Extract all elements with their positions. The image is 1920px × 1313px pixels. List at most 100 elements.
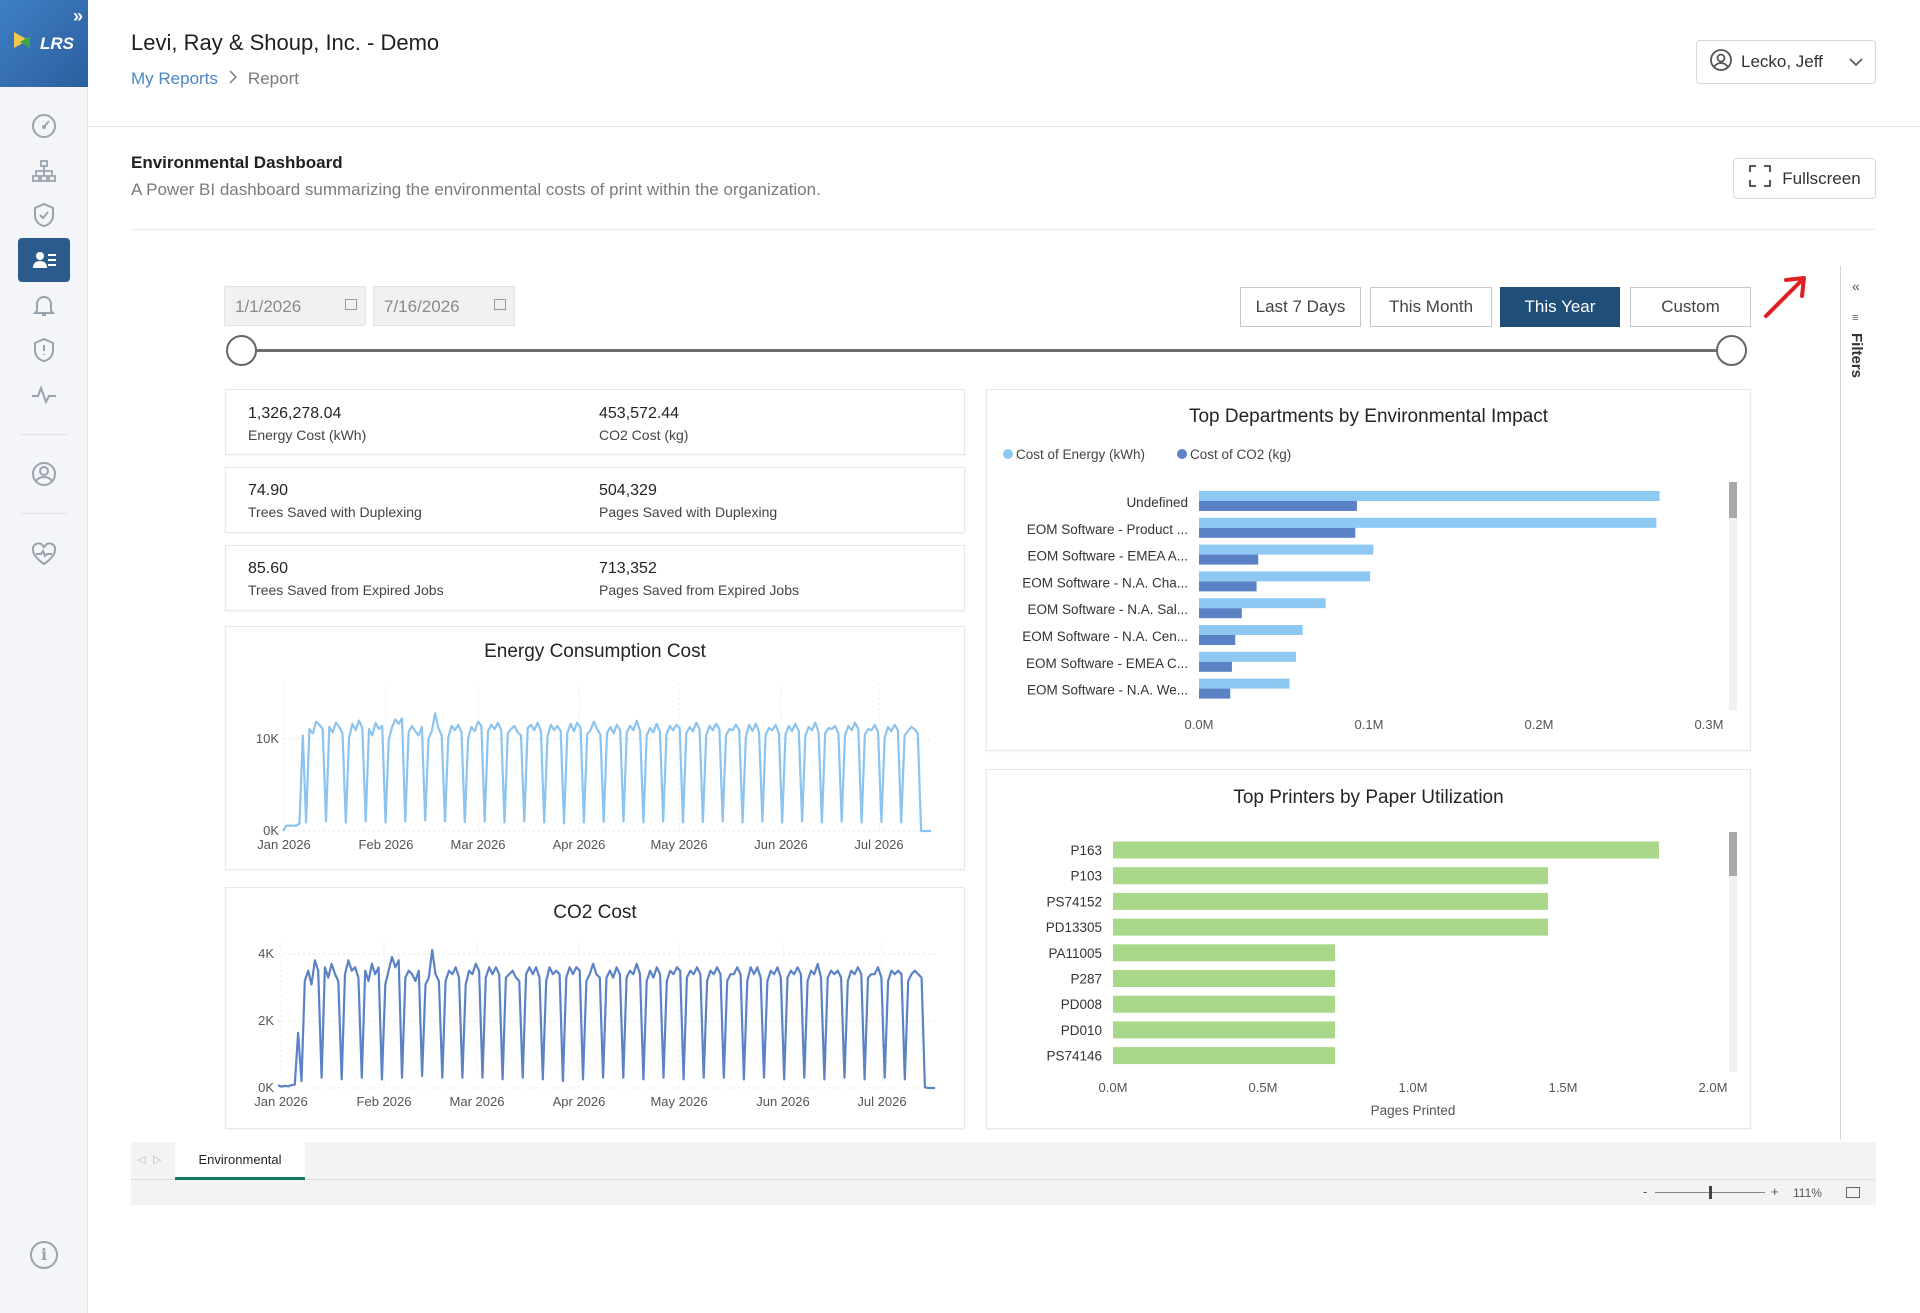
start-date-value: 1/1/2026 — [235, 297, 302, 316]
calendar-icon[interactable] — [345, 299, 357, 310]
status-bar: - + 111% — [131, 1180, 1876, 1205]
filters-pane-label[interactable]: Filters — [1848, 333, 1865, 379]
date-range-end-handle[interactable] — [1716, 335, 1747, 366]
bar — [1199, 544, 1374, 555]
y-tick-label: 4K — [258, 946, 274, 961]
zoom-in-button[interactable]: + — [1771, 1184, 1779, 1199]
bar — [1199, 625, 1303, 635]
breadcrumb: My Reports Report — [131, 69, 299, 89]
top-departments-chart-card[interactable]: Top Departments by Environmental Impact … — [986, 389, 1751, 751]
kpi-value: 713,352 — [599, 560, 657, 577]
user-menu-button[interactable]: Lecko, Jeff — [1696, 40, 1876, 84]
zoom-percent: 111% — [1793, 1186, 1822, 1200]
date-range-start-handle[interactable] — [226, 335, 257, 366]
departments-bar-chart: Cost of Energy (kWh) Cost of CO2 (kg) 0.0M… — [1003, 447, 1723, 732]
tab-next-icon[interactable]: ▷ — [153, 1154, 162, 1166]
legend-label: Cost of CO2 (kg) — [1190, 447, 1291, 462]
bar — [1199, 678, 1290, 689]
top-printers-chart-card[interactable]: Top Printers by Paper Utilization 0.0M 0.… — [986, 769, 1751, 1129]
shield-check-icon[interactable] — [24, 197, 64, 233]
x-tick-label: 0.1M — [1355, 717, 1384, 732]
expand-sidebar-icon[interactable]: » — [72, 6, 83, 26]
y-tick-label: 0K — [258, 1080, 274, 1095]
x-tick-label: Feb 2026 — [359, 837, 414, 852]
start-date-input[interactable]: 1/1/2026 — [224, 286, 366, 326]
kpi-value: 504,329 — [599, 482, 657, 499]
tab-environmental[interactable]: Environmental — [175, 1142, 305, 1180]
end-date-value: 7/16/2026 — [384, 297, 460, 316]
bar — [1113, 970, 1335, 987]
co2-cost-chart-card[interactable]: CO2 Cost 4K 2K 0K Jan 2026 Feb 2026 Mar 2026 A… — [225, 887, 965, 1129]
activity-icon[interactable] — [24, 377, 64, 413]
shield-alert-icon[interactable] — [24, 332, 64, 368]
organization-title: Levi, Ray & Shoup, Inc. - Demo — [131, 30, 440, 55]
fullscreen-button[interactable]: Fullscreen — [1733, 158, 1876, 199]
chart-scrollbar-thumb[interactable] — [1729, 482, 1737, 518]
x-tick-label: Jul 2026 — [854, 837, 903, 852]
info-icon[interactable]: i — [30, 1241, 58, 1269]
zoom-slider-handle[interactable] — [1709, 1186, 1712, 1199]
x-axis-label: Pages Printed — [1371, 1103, 1456, 1118]
y-tick-label: 0K — [263, 823, 279, 838]
chart-scrollbar[interactable] — [1729, 482, 1737, 710]
range-last-7-days-button[interactable]: Last 7 Days — [1240, 287, 1361, 327]
category-label: EOM Software - N.A. Sal... — [1027, 602, 1188, 617]
x-tick-label: Jan 2026 — [257, 837, 311, 852]
category-label: EOM Software - Product ... — [1027, 522, 1188, 537]
top-bar: Levi, Ray & Shoup, Inc. - Demo My Report… — [88, 0, 1920, 127]
x-tick-label: 1.5M — [1549, 1080, 1578, 1095]
end-date-input[interactable]: 7/16/2026 — [373, 286, 515, 326]
bell-icon[interactable] — [24, 287, 64, 323]
chevron-right-icon — [228, 69, 238, 89]
x-tick-label: 0.2M — [1525, 717, 1554, 732]
energy-consumption-chart-card[interactable]: Energy Consumption Cost 10K 0K Jan 2026 Feb… — [225, 626, 965, 870]
category-label: EOM Software - N.A. We... — [1027, 683, 1188, 698]
filter-funnel-icon: ≡ — [1852, 312, 1859, 324]
chart-scrollbar[interactable] — [1729, 832, 1737, 1072]
bar — [1199, 598, 1326, 609]
bar — [1199, 635, 1236, 645]
kpi-label: Trees Saved from Expired Jobs — [248, 582, 444, 598]
chart-title: CO2 Cost — [553, 902, 637, 923]
heart-pulse-icon[interactable] — [24, 536, 64, 572]
calendar-icon[interactable] — [494, 299, 506, 310]
logo-text: LRS — [40, 34, 74, 53]
collapse-filters-icon[interactable]: « — [1852, 278, 1860, 294]
tab-prev-icon[interactable]: ◁ — [137, 1154, 146, 1166]
bar — [1113, 892, 1548, 910]
fullscreen-icon — [1748, 164, 1772, 193]
legend-marker — [1177, 449, 1187, 459]
x-tick-label: Apr 2026 — [553, 1094, 606, 1109]
user-report-icon[interactable] — [18, 238, 70, 282]
x-tick-label: Mar 2026 — [450, 1094, 505, 1109]
category-label: P103 — [1070, 869, 1102, 884]
x-tick-label: May 2026 — [650, 837, 707, 852]
range-custom-button[interactable]: Custom — [1630, 287, 1751, 327]
bar — [1199, 688, 1231, 699]
kpi-value: 1,326,278.04 — [248, 405, 342, 422]
date-range-slider-track[interactable] — [242, 349, 1732, 352]
breadcrumb-my-reports[interactable]: My Reports — [131, 69, 218, 88]
x-tick-label: 1.0M — [1399, 1080, 1428, 1095]
bar — [1113, 1021, 1335, 1039]
category-label: PS74146 — [1046, 1049, 1102, 1064]
nav-divider — [20, 434, 68, 435]
range-this-month-button[interactable]: This Month — [1370, 287, 1492, 327]
bar — [1113, 944, 1335, 962]
bar — [1199, 527, 1356, 538]
kpi-card-expired-jobs: 85.60 Trees Saved from Expired Jobs 713,… — [225, 545, 965, 611]
bar — [1113, 867, 1548, 885]
dashboard-gauge-icon[interactable] — [24, 108, 64, 144]
bar — [1199, 608, 1242, 619]
user-avatar-icon — [1709, 48, 1733, 77]
org-chart-icon[interactable] — [24, 153, 64, 189]
report-page-tabs: ◁ ▷ Environmental — [131, 1142, 1876, 1180]
range-this-year-button[interactable]: This Year — [1500, 287, 1620, 327]
chart-scrollbar-thumb[interactable] — [1729, 832, 1737, 876]
chart-title: Top Departments by Environmental Impact — [1188, 406, 1549, 427]
lrs-logo[interactable]: » LRS — [0, 0, 88, 87]
fit-to-page-icon[interactable] — [1846, 1187, 1860, 1198]
kpi-label: Energy Cost (kWh) — [248, 427, 367, 443]
user-circle-icon[interactable] — [24, 456, 64, 492]
zoom-out-button[interactable]: - — [1643, 1184, 1648, 1199]
